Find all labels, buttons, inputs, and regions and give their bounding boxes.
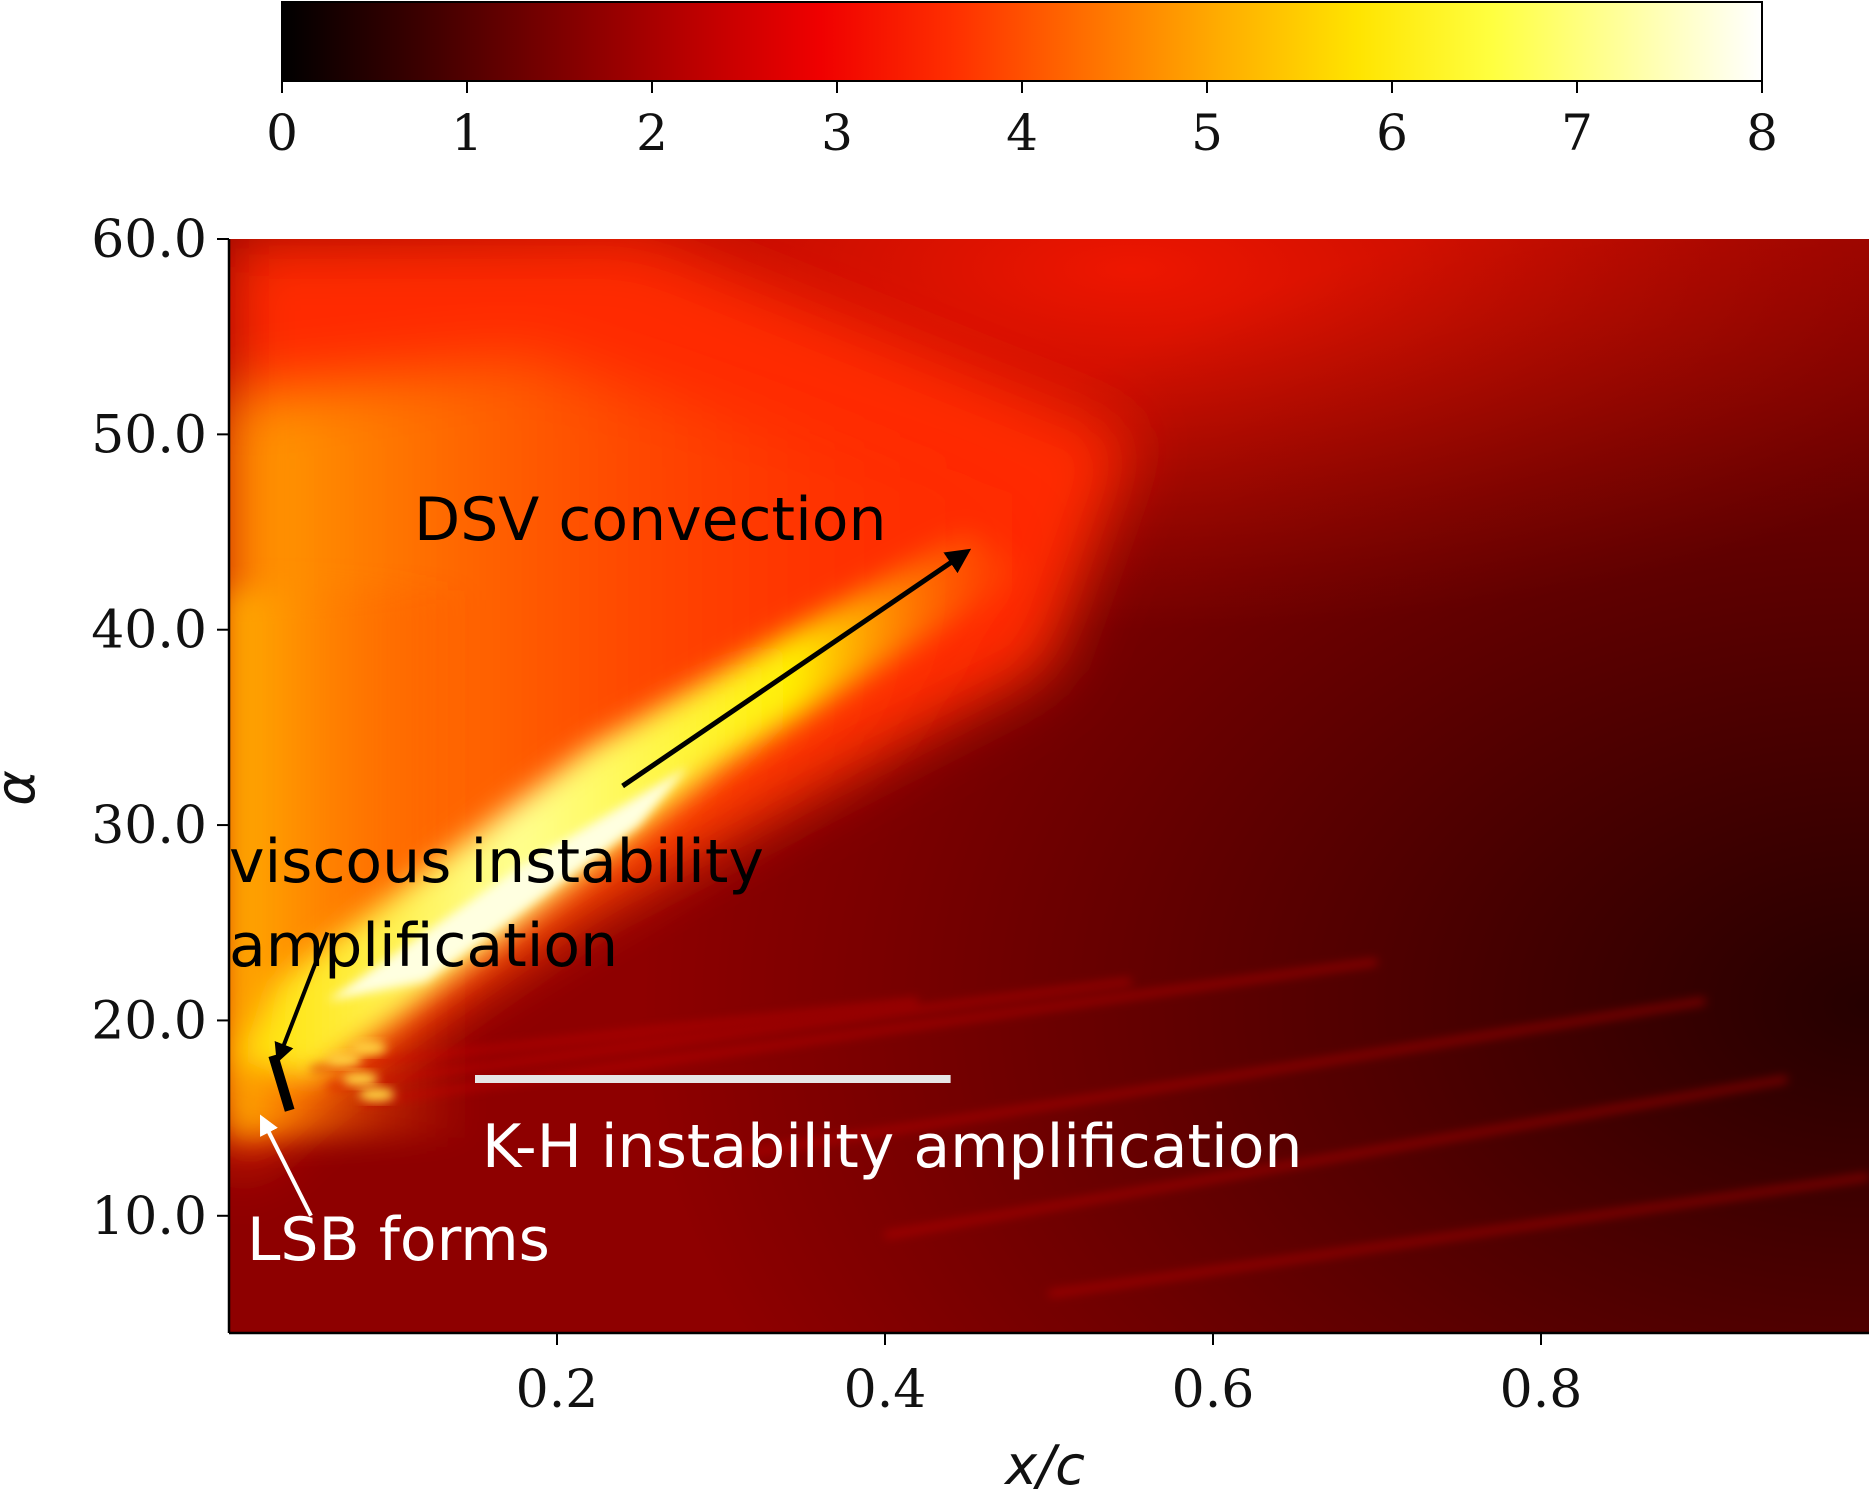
x-axis-title: x/c (1003, 1434, 1085, 1491)
heatmap-fleck (358, 1087, 395, 1102)
heatmap-field (229, 239, 1869, 1333)
colorbar-tick-label: 8 (1746, 104, 1778, 162)
y-tick-label: 30.0 (91, 796, 207, 856)
heatmap-dsv-core (327, 766, 689, 1001)
dsv-arrow (621, 548, 972, 789)
viscous-instability-label: viscous instability (229, 827, 764, 897)
colorbar-tick-label: 3 (821, 104, 853, 162)
heatmap-streak (310, 997, 919, 1073)
heatmap-streak (327, 978, 1132, 1090)
y-tick-label: 60.0 (91, 210, 207, 270)
dsv-convection-label: DSV convection (414, 485, 886, 555)
colorbar-tick-label: 2 (636, 104, 668, 162)
x-tick-label: 0.6 (1172, 1360, 1255, 1420)
colorbar-rect (281, 1, 1763, 82)
y-tick-label: 50.0 (91, 405, 207, 465)
viscous-arrow (274, 931, 330, 1064)
heatmap-streak (884, 1076, 1788, 1239)
colorbar-tick-label: 7 (1561, 104, 1593, 162)
heatmap-streak (720, 997, 1706, 1161)
x-tick-label: 0.2 (516, 1360, 599, 1420)
colorbar-tick-label: 5 (1191, 104, 1223, 162)
colorbar-tick-label: 6 (1376, 104, 1408, 162)
x-tick-label: 0.8 (1500, 1360, 1583, 1420)
colorbar: 0 1 2 3 4 5 6 7 8 (266, 1, 1778, 162)
heatmap-fleck (325, 1052, 362, 1067)
x-tick-label: 0.4 (844, 1360, 927, 1420)
heatmap-fleck (342, 1072, 379, 1087)
y-tick-label: 40.0 (91, 601, 207, 661)
kh-instability-label: K-H instability amplification (482, 1112, 1302, 1182)
lsb-forms-label: LSB forms (247, 1205, 550, 1275)
y-tick-label: 10.0 (91, 1187, 207, 1247)
colorbar-ticks: 0 1 2 3 4 5 6 7 8 (266, 81, 1778, 162)
viscous-marker (268, 1054, 295, 1112)
colorbar-tick-label: 1 (451, 104, 483, 162)
lsb-arrow (260, 1114, 313, 1217)
heatmap-fleck (350, 1040, 387, 1055)
colorbar-tick-label: 0 (266, 104, 298, 162)
heatmap-streak (1048, 1173, 1869, 1297)
y-axis-title: α (0, 770, 47, 806)
colorbar-tick-label: 4 (1006, 104, 1038, 162)
amplification-label: amplification (229, 911, 618, 981)
y-tick-label: 20.0 (91, 991, 207, 1051)
axes: 0.2 0.4 0.6 0.8 10.0 20.0 30.0 40.0 50.0 60.0 (91, 210, 1869, 1420)
annotations: DSV convection viscous instability amplifi… (229, 485, 1302, 1275)
